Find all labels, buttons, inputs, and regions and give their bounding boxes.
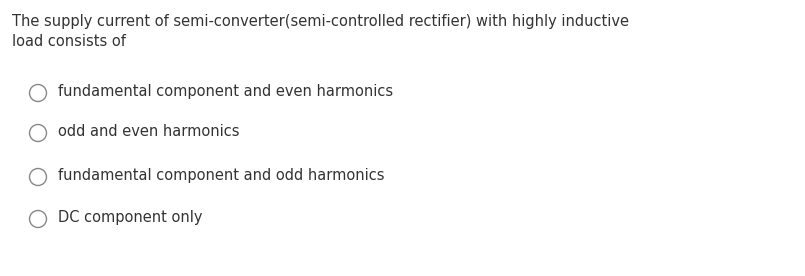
Text: fundamental component and odd harmonics: fundamental component and odd harmonics [58, 168, 385, 183]
Text: The supply current of semi-converter(semi-controlled rectifier) with highly indu: The supply current of semi-converter(sem… [12, 14, 629, 49]
Text: fundamental component and even harmonics: fundamental component and even harmonics [58, 84, 393, 99]
Text: odd and even harmonics: odd and even harmonics [58, 124, 240, 139]
Text: DC component only: DC component only [58, 210, 203, 225]
